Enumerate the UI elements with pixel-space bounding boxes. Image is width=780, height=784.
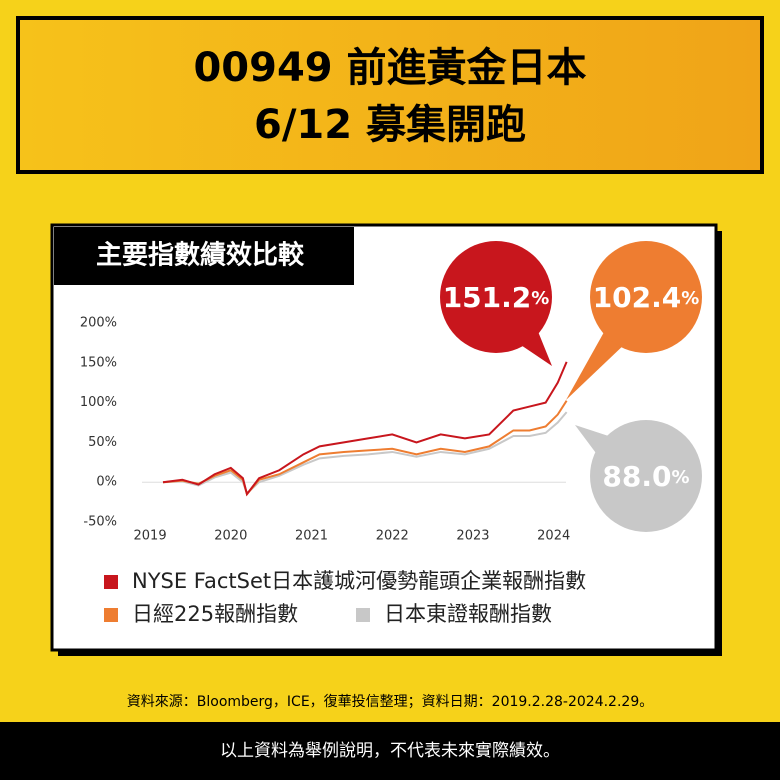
- callout-bubble: [590, 241, 702, 353]
- x-tick-label: 2020: [214, 529, 247, 544]
- callout-value: 102.4: [593, 281, 682, 314]
- x-tick-label: 2021: [295, 529, 328, 544]
- callout-value: 151.2: [443, 281, 532, 314]
- callout-label: 151.2%: [443, 281, 550, 314]
- disclaimer: 以上資料為舉例說明，不代表未來實際績效。: [220, 741, 560, 761]
- footer: [0, 722, 780, 780]
- x-tick-label: 2024: [537, 529, 570, 544]
- callout-unit: %: [672, 467, 690, 488]
- legend-swatch: [104, 575, 118, 589]
- callout-bubble: [440, 241, 552, 353]
- series-line: [162, 361, 568, 497]
- x-tick-label: 2019: [134, 529, 167, 544]
- y-tick-label: 50%: [88, 435, 117, 450]
- y-tick-label: -50%: [83, 515, 117, 530]
- chart-title: 主要指數績效比較: [96, 240, 305, 271]
- y-tick-label: 150%: [80, 355, 117, 370]
- legend-label: 日經225報酬指數: [132, 602, 298, 626]
- callout-label: 102.4%: [593, 281, 700, 314]
- legend-swatch: [356, 608, 370, 622]
- callout-label: 88.0%: [602, 460, 689, 493]
- series-line: [162, 411, 568, 496]
- chart-title-box: [54, 227, 354, 285]
- legend-swatch: [104, 608, 118, 622]
- x-tick-label: 2022: [376, 529, 409, 544]
- x-tick-label: 2023: [456, 529, 489, 544]
- callout-value: 88.0: [602, 460, 671, 493]
- banner: [16, 16, 764, 174]
- y-tick-label: 0%: [96, 475, 117, 490]
- callout-unit: %: [681, 288, 699, 309]
- callout-tail: [566, 327, 627, 400]
- callout-bubble: [590, 420, 702, 532]
- y-tick-label: 100%: [80, 395, 117, 410]
- source: 資料來源：Bloomberg，ICE，復華投信整理；資料日期：2019.2.28…: [127, 693, 653, 710]
- callout-unit: %: [531, 288, 549, 309]
- y-tick-label: 200%: [80, 316, 117, 331]
- legend-label: NYSE FactSet日本護城河優勢龍頭企業報酬指數: [132, 569, 586, 593]
- banner-line1: 00949 前進黃金日本: [193, 45, 586, 91]
- banner-line2: 6/12 募集開跑: [254, 102, 526, 148]
- series-line: [162, 400, 568, 497]
- legend-label: 日本東證報酬指數: [384, 602, 552, 626]
